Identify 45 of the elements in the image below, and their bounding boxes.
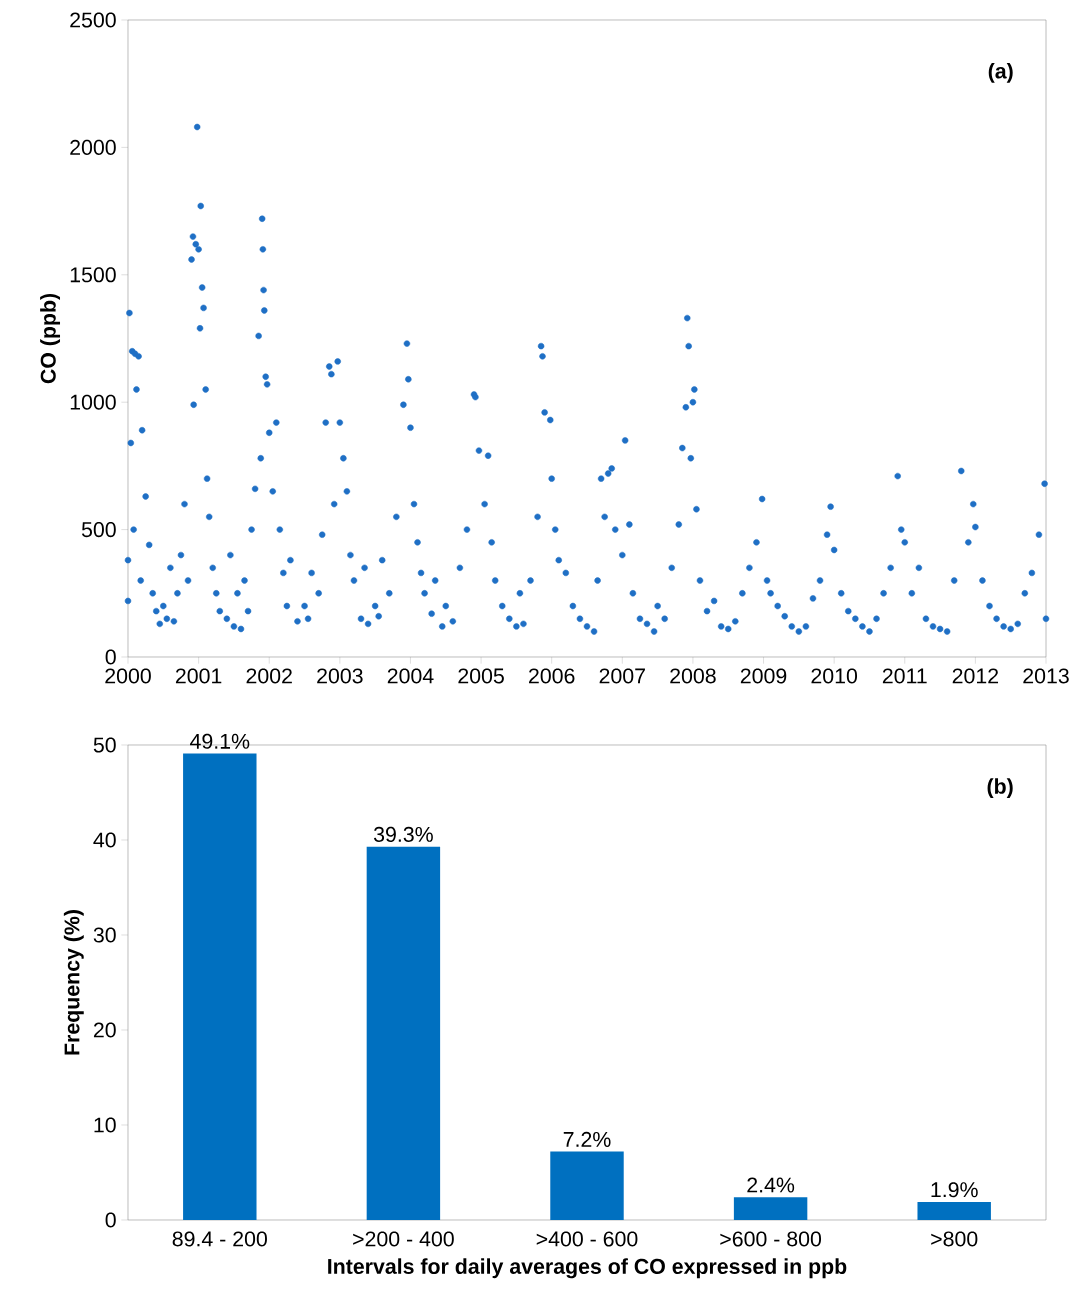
- y-tick-label: 2500: [70, 12, 116, 28]
- data-label: 7.2%: [563, 1131, 611, 1147]
- data-label: 2.4%: [747, 1177, 795, 1193]
- x-tick-label: >600 - 800: [720, 1231, 822, 1247]
- x-axis-title: Intervals for daily averages of CO expressed in ppb: [328, 1258, 847, 1279]
- y-tick-label: 1500: [70, 267, 116, 283]
- x-tick-label: >400 - 600: [536, 1231, 638, 1247]
- x-tick-label: 2002: [246, 668, 292, 684]
- x-tick-label: 2007: [599, 668, 645, 684]
- y-tick-label: 10: [94, 1117, 116, 1133]
- x-tick-label: 2001: [175, 668, 222, 684]
- x-tick-label: >200 - 400: [353, 1231, 454, 1247]
- x-tick-label: 2005: [458, 668, 504, 684]
- y-tick-label: 1000: [70, 394, 116, 410]
- bar: [366, 846, 441, 1220]
- data-label: 49.1%: [190, 733, 250, 749]
- x-tick-label: 2013: [1023, 668, 1069, 684]
- y-tick-label: 2000: [70, 139, 116, 155]
- bar: [733, 1197, 808, 1220]
- annotation: (a): [988, 62, 1013, 83]
- x-tick-label: 2009: [740, 668, 787, 684]
- data-label: 39.3%: [373, 826, 433, 842]
- x-tick-label: 2006: [529, 668, 575, 684]
- y-axis-title: Frequency (%): [63, 910, 84, 1055]
- bar: [917, 1201, 991, 1220]
- y-tick-label: 30: [93, 927, 116, 943]
- x-tick-label: 2012: [952, 668, 999, 684]
- y-axis-title: CO (ppb): [40, 293, 61, 384]
- y-tick-label: 500: [81, 522, 116, 538]
- y-tick-label: 0: [105, 649, 116, 665]
- y-tick-label: 0: [105, 1212, 116, 1228]
- y-tick-label: 40: [93, 832, 116, 848]
- x-tick-label: 2003: [317, 668, 363, 684]
- x-tick-label: 89.4 - 200: [172, 1231, 267, 1247]
- annotation: (b): [987, 778, 1013, 799]
- x-tick-label: 2010: [811, 668, 858, 684]
- data-label: 1.9%: [931, 1182, 978, 1198]
- bar: [183, 753, 257, 1220]
- y-tick-label: 50: [93, 737, 116, 753]
- x-tick-label: >800: [931, 1231, 978, 1247]
- y-tick-label: 20: [93, 1022, 116, 1038]
- x-tick-label: 2008: [670, 668, 716, 684]
- x-tick-label: 2011: [882, 668, 927, 684]
- bar: [550, 1151, 624, 1220]
- x-tick-label: 2004: [387, 668, 434, 684]
